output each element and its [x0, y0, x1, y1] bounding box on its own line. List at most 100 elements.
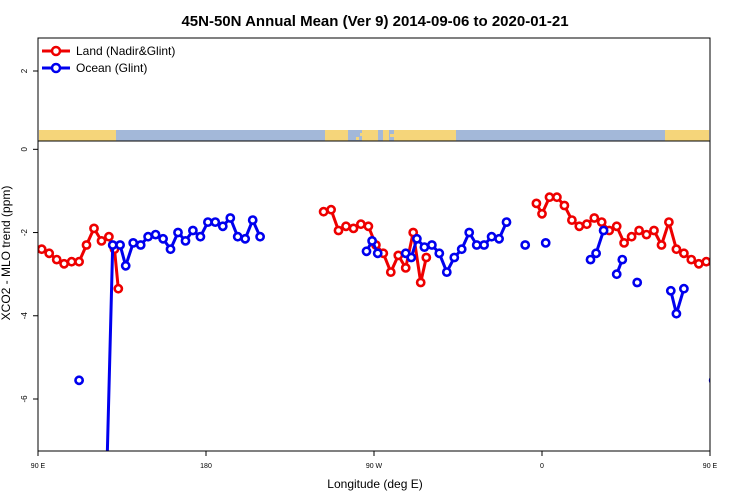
- data-point: [725, 225, 732, 232]
- data-point: [66, 256, 77, 267]
- island-mark: [418, 137, 420, 140]
- data-point: [421, 252, 432, 263]
- data-point: [113, 283, 124, 294]
- data-point: [649, 225, 659, 236]
- data-point: [671, 308, 682, 319]
- data-point: [656, 240, 667, 250]
- data-point: [626, 231, 637, 242]
- data-point: [585, 254, 596, 265]
- data-point: [415, 277, 426, 288]
- data-point: [619, 237, 629, 248]
- legend-ocean-label: Ocean (Glint): [76, 61, 147, 75]
- ocean-strip: [116, 130, 325, 141]
- plot-frame: [37, 140, 711, 452]
- data-point: [255, 231, 265, 242]
- data-point: [372, 248, 383, 259]
- data-point: [494, 233, 504, 244]
- data-point: [406, 252, 417, 263]
- y-tick-label: -4: [20, 312, 29, 320]
- island-mark: [360, 133, 365, 136]
- data-point: [210, 217, 221, 227]
- data-point: [733, 237, 740, 244]
- data-point: [51, 254, 62, 265]
- data-point: [411, 233, 422, 244]
- data-point: [449, 252, 460, 263]
- series-line: [742, 235, 750, 462]
- x-axis: 90 E 180 90 W 0 90 E: [31, 451, 718, 470]
- data-point: [708, 377, 710, 384]
- data-point: [632, 277, 643, 288]
- data-point: [479, 240, 489, 250]
- data-point: [537, 208, 547, 219]
- y-tick-label: -6: [20, 395, 29, 403]
- data-point: [165, 244, 176, 255]
- data-point: [143, 231, 153, 242]
- data-point: [744, 241, 750, 248]
- data-point: [187, 225, 198, 236]
- data-point: [693, 258, 704, 269]
- data-point: [96, 235, 107, 246]
- data-point: [361, 246, 372, 257]
- y-axis: 0 -2 -4 -6: [20, 147, 38, 403]
- data-point: [158, 233, 168, 244]
- data-point: [552, 192, 562, 203]
- data-point: [89, 223, 99, 234]
- legend: Land (Nadir&Glint) Ocean (Glint): [42, 44, 175, 75]
- y-tick-label: 0: [20, 147, 29, 152]
- ocean-strip: [378, 130, 383, 141]
- data-point: [173, 227, 183, 238]
- data-point: [400, 262, 411, 273]
- series-line: [535, 195, 710, 266]
- data-point: [581, 219, 592, 230]
- data-point: [81, 240, 92, 250]
- series-line: [105, 216, 262, 451]
- data-point: [520, 240, 531, 250]
- data-point: [456, 244, 467, 255]
- data-point: [318, 206, 329, 217]
- data-point: [341, 221, 351, 232]
- data-point: [611, 221, 622, 232]
- data-point: [686, 254, 697, 265]
- data-point: [38, 244, 47, 255]
- data-point: [128, 237, 139, 248]
- x-tick-label: 0: [540, 463, 544, 470]
- island-mark: [356, 137, 359, 140]
- x-tick-label: 90 E: [31, 463, 46, 470]
- data-point: [740, 233, 747, 240]
- data-point: [611, 269, 622, 280]
- upper-y-tick-label: 2: [20, 68, 29, 73]
- data-point: [634, 225, 644, 236]
- data-point: [326, 204, 336, 215]
- data-point: [240, 233, 251, 244]
- ocean-strip: [348, 130, 362, 141]
- data-point: [355, 219, 366, 230]
- data-point: [574, 221, 585, 232]
- data-point: [540, 237, 551, 248]
- data-point: [333, 225, 344, 236]
- series-layer: [38, 192, 750, 462]
- island-mark: [390, 134, 396, 137]
- chart-title: 45N-50N Annual Mean (Ver 9) 2014-09-06 t…: [181, 13, 568, 30]
- data-point: [641, 229, 652, 240]
- data-point: [679, 248, 689, 259]
- data-point: [617, 254, 628, 265]
- data-point: [195, 231, 206, 242]
- data-point: [348, 223, 359, 234]
- data-point: [74, 256, 84, 267]
- data-point: [367, 235, 377, 246]
- data-point: [589, 213, 600, 223]
- x-axis-label: Longitude (deg E): [327, 477, 422, 491]
- x-tick-label: 180: [200, 463, 212, 470]
- data-point: [120, 260, 131, 271]
- land-mask-strip: [39, 130, 709, 141]
- data-point: [135, 240, 146, 250]
- data-point: [501, 217, 512, 227]
- data-point: [596, 217, 607, 227]
- land-strip: [39, 130, 709, 141]
- upper-panel-y-axis: 2: [20, 68, 38, 73]
- data-point: [150, 229, 161, 240]
- data-point: [44, 248, 55, 259]
- y-tick-label: -2: [20, 228, 29, 236]
- legend-ocean-marker: [50, 62, 62, 74]
- x-tick-label: 90 W: [366, 463, 383, 470]
